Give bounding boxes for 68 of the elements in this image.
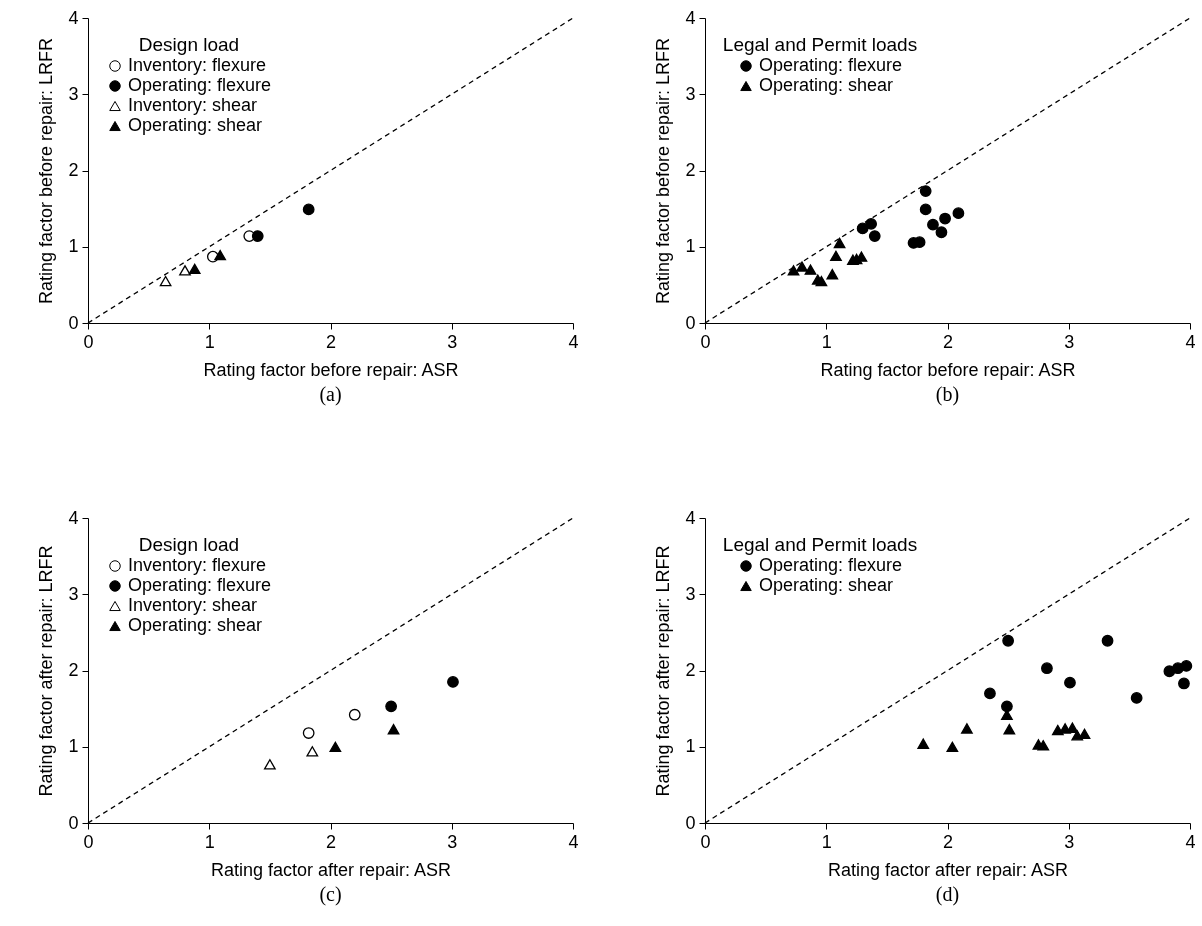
y-tick-label: 1 [685, 736, 696, 757]
y-axis-title: Rating factor before repair: LRFR [653, 37, 674, 305]
legend-title: Design load [138, 34, 240, 55]
x-tick-label: 4 [1185, 331, 1196, 352]
y-tick-label: 2 [685, 160, 696, 180]
x-tick-label: 2 [325, 331, 337, 352]
y-tick-label: 3 [68, 83, 79, 104]
legend-title: Legal and Permit loads [722, 534, 918, 555]
y-tick-label: 4 [685, 7, 696, 28]
x-tick-label: 0 [700, 331, 711, 352]
x-tick-label: 3 [1064, 831, 1075, 852]
y-tick-label: 4 [68, 507, 79, 528]
x-axis-title: Rating factor before repair: ASR [820, 359, 1076, 380]
x-axis-title: Rating factor after repair: ASR [210, 859, 452, 880]
y-axis-title: Rating factor before repair: LRFR [36, 37, 57, 305]
y-tick-label: 1 [68, 736, 79, 757]
text: (b) [935, 383, 960, 406]
x-tick-label: 3 [447, 331, 458, 352]
y-tick-label: 4 [68, 7, 79, 28]
y-tick-label: 3 [68, 583, 79, 604]
legend-label: Operating: shear [759, 575, 894, 595]
legend-label: Operating: flexure [128, 75, 272, 95]
y-tick-label: 3 [685, 83, 696, 104]
legend-label: Inventory: flexure [128, 55, 267, 75]
x-tick-label: 2 [942, 831, 954, 852]
x-tick-label: 1 [204, 831, 215, 852]
y-tick-label: 0 [685, 812, 696, 833]
x-tick-label: 4 [1185, 831, 1196, 852]
x-tick-label: 0 [83, 331, 94, 352]
y-tick-label: 0 [685, 312, 696, 333]
legend-label: Operating: flexure [759, 555, 903, 575]
legend-title: Design load [138, 534, 240, 555]
legend-label: Operating: shear [128, 115, 263, 135]
x-tick-label: 3 [447, 831, 458, 852]
legend-title: Legal and Permit loads [722, 34, 918, 55]
legend-label: Operating: shear [759, 75, 894, 95]
y-tick-label: 0 [68, 312, 79, 333]
y-tick-label: 2 [68, 660, 79, 680]
y-tick-label: 1 [685, 236, 696, 257]
legend-label: Operating: flexure [759, 55, 903, 75]
legend-label: Inventory: flexure [128, 555, 267, 575]
y-tick-label: 2 [685, 660, 696, 680]
y-tick-label: 4 [685, 507, 696, 528]
y-tick-label: 3 [685, 583, 696, 604]
x-tick-label: 1 [821, 831, 832, 852]
legend-label: Operating: flexure [128, 575, 272, 595]
x-tick-label: 1 [821, 331, 832, 352]
text: (d) [935, 883, 960, 906]
legend-label: Inventory: shear [128, 95, 258, 115]
x-tick-label: 3 [1064, 331, 1075, 352]
x-axis-title: Rating factor after repair: ASR [827, 859, 1069, 880]
x-tick-label: 4 [568, 831, 579, 852]
y-tick-label: 0 [68, 812, 79, 833]
x-tick-label: 0 [83, 831, 94, 852]
x-tick-label: 0 [700, 831, 711, 852]
x-tick-label: 2 [325, 831, 337, 852]
x-tick-label: 2 [942, 331, 954, 352]
text: (a) [319, 383, 342, 406]
y-tick-label: 2 [68, 160, 79, 180]
legend-label: Inventory: shear [128, 595, 258, 615]
y-axis-title: Rating factor after repair: LRFR [653, 545, 674, 797]
y-tick-label: 1 [68, 236, 79, 257]
legend-label: Operating: shear [128, 615, 263, 635]
x-tick-label: 4 [568, 331, 579, 352]
y-axis-title: Rating factor after repair: LRFR [36, 545, 57, 797]
x-tick-label: 1 [204, 331, 215, 352]
x-axis-title: Rating factor before repair: ASR [203, 359, 459, 380]
text: (c) [319, 883, 342, 906]
